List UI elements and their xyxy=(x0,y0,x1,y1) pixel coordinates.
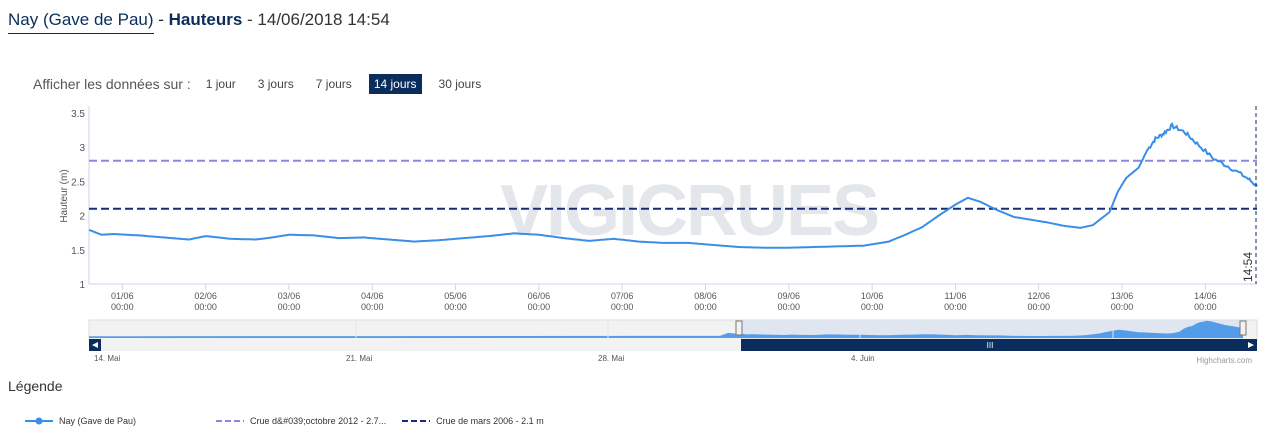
x-tick-time: 00:00 xyxy=(694,302,717,312)
x-tick-time: 00:00 xyxy=(611,302,634,312)
legend-line-dashed-icon xyxy=(216,420,245,422)
range-button-3-jours[interactable]: 3 jours xyxy=(257,77,294,91)
scrollbar-grip: III xyxy=(987,341,994,350)
y-tick-label: 1.5 xyxy=(71,246,85,257)
title-separator: - xyxy=(153,10,169,29)
measure-kind: Hauteurs xyxy=(168,10,243,29)
navigator-handle-right[interactable] xyxy=(1239,320,1247,336)
range-button-14-jours[interactable]: 14 jours xyxy=(368,74,422,94)
x-tick-date: 13/06 xyxy=(1111,291,1134,301)
now-label: 14:54 xyxy=(1241,252,1255,282)
x-tick-time: 00:00 xyxy=(861,302,884,312)
x-tick-time: 00:00 xyxy=(528,302,551,312)
navigator[interactable]: III 14. Mai 21. Mai 28. Mai 4. Juin xyxy=(88,319,1258,363)
range-button-1-jour[interactable]: 1 jour xyxy=(205,77,236,91)
title-date: - 14/06/2018 14:54 xyxy=(242,10,390,29)
x-tick-time: 00:00 xyxy=(1027,302,1050,312)
navigator-label: 28. Mai xyxy=(598,354,624,363)
x-tick-time: 00:00 xyxy=(778,302,801,312)
x-tick-date: 02/06 xyxy=(194,291,217,301)
y-axis-title: Hauteur (m) xyxy=(59,169,70,222)
scrollbar-thumb[interactable] xyxy=(741,339,1247,351)
x-tick-date: 04/06 xyxy=(361,291,384,301)
navigator-label: 21. Mai xyxy=(346,354,372,363)
station-name[interactable]: Nay (Gave de Pau) xyxy=(8,10,154,34)
legend-line-solid-icon xyxy=(25,417,53,425)
legend-label-crue-2012: Crue d&#039;octobre 2012 - 2.7... xyxy=(250,416,387,426)
x-tick-date: 08/06 xyxy=(694,291,717,301)
x-tick-date: 05/06 xyxy=(444,291,467,301)
navigator-area xyxy=(89,320,1243,338)
x-tick-time: 00:00 xyxy=(111,302,134,312)
legend-label-nay: Nay (Gave de Pau) xyxy=(59,416,137,426)
range-button-7-jours[interactable]: 7 jours xyxy=(315,77,352,91)
range-selector: Afficher les données sur : 1 jour 3 jour… xyxy=(33,72,498,96)
navigator-handle-left[interactable] xyxy=(735,320,743,336)
watermark: VIGICRUES xyxy=(500,171,878,251)
x-tick-time: 00:00 xyxy=(361,302,384,312)
y-tick-label: 1 xyxy=(79,280,85,291)
page-title: Nay (Gave de Pau) - Hauteurs - 14/06/201… xyxy=(8,10,390,34)
legend-item-crue-2012[interactable]: Crue d&#039;octobre 2012 - 2.7... xyxy=(216,416,386,426)
x-tick-date: 09/06 xyxy=(778,291,801,301)
x-tick-date: 12/06 xyxy=(1027,291,1050,301)
legend-item-crue-2006[interactable]: Crue de mars 2006 - 2.1 m xyxy=(402,416,544,426)
legend-line-dashed-dark-icon xyxy=(402,420,431,422)
y-tick-label: 2 xyxy=(79,212,85,223)
series-nay-line[interactable] xyxy=(88,122,1258,249)
legend: Nay (Gave de Pau) Crue d&#039;octobre 20… xyxy=(25,416,544,426)
y-tick-label: 3.5 xyxy=(71,109,85,120)
x-tick-date: 06/06 xyxy=(528,291,551,301)
y-tick-label: 2.5 xyxy=(71,177,85,188)
range-button-30-jours[interactable]: 30 jours xyxy=(438,77,482,91)
legend-item-nay[interactable]: Nay (Gave de Pau) xyxy=(25,416,136,426)
x-tick-time: 00:00 xyxy=(444,302,467,312)
y-tick-label: 3 xyxy=(79,143,85,154)
x-tick-time: 00:00 xyxy=(944,302,967,312)
x-tick-date: 03/06 xyxy=(278,291,301,301)
water-level-chart[interactable]: VIGICRUES 11.522.533.5 01/0600:0002/0600… xyxy=(0,100,1276,370)
x-tick-time: 00:00 xyxy=(1194,302,1217,312)
x-tick-date: 11/06 xyxy=(944,291,966,301)
arrow-left-icon xyxy=(92,342,98,348)
x-tick-time: 00:00 xyxy=(278,302,301,312)
navigator-label: 4. Juin xyxy=(851,354,875,363)
x-tick-time: 00:00 xyxy=(194,302,217,312)
x-tick-time: 00:00 xyxy=(1111,302,1134,312)
highcharts-credit[interactable]: Highcharts.com xyxy=(1196,356,1252,365)
legend-label-crue-2006: Crue de mars 2006 - 2.1 m xyxy=(436,416,544,426)
x-tick-date: 07/06 xyxy=(611,291,634,301)
legend-title: Légende xyxy=(8,378,63,394)
x-tick-date: 10/06 xyxy=(861,291,884,301)
arrow-right-icon xyxy=(1248,342,1254,348)
navigator-label: 14. Mai xyxy=(94,354,120,363)
x-tick-date: 01/06 xyxy=(111,291,134,301)
x-tick-date: 14/06 xyxy=(1194,291,1217,301)
range-label: Afficher les données sur : xyxy=(33,76,191,92)
